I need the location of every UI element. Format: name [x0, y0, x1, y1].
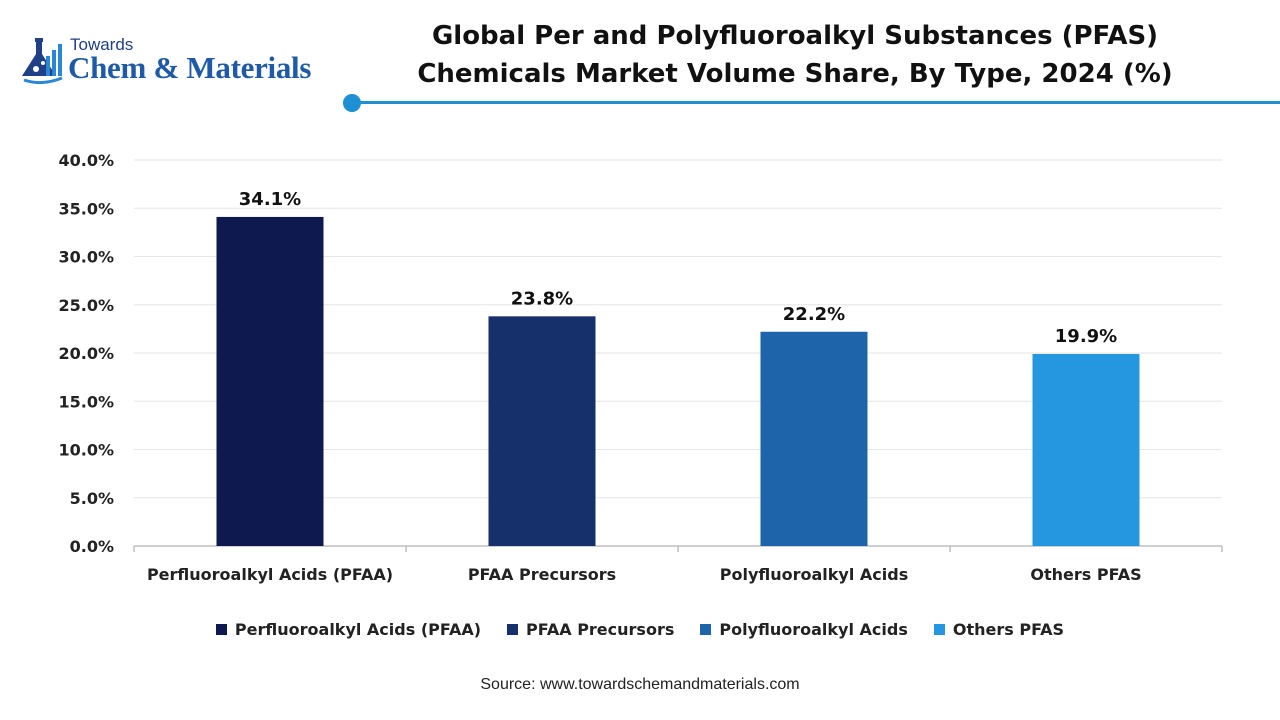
legend-swatch [700, 624, 712, 635]
chart-title: Global Per and Polyfluoroalkyl Substance… [380, 17, 1210, 93]
x-tick-label: Polyfluoroalkyl Acids [720, 565, 909, 584]
legend-swatch [507, 624, 519, 635]
y-tick-label: 35.0% [58, 199, 114, 218]
bar-value-label: 23.8% [511, 288, 573, 309]
legend-item: Perfluoroalkyl Acids (PFAA) [215, 620, 482, 639]
bar [216, 216, 324, 546]
logo-top-text: Towards [70, 35, 134, 54]
legend-swatch [933, 624, 945, 635]
source-text: Source: www.towardschemandmaterials.com [480, 676, 800, 693]
y-tick-label: 30.0% [58, 248, 114, 267]
x-tick-label: Perfluoroalkyl Acids (PFAA) [147, 565, 393, 584]
chart-title-line-2: Chemicals Market Volume Share, By Type, … [417, 59, 1173, 89]
legend-item: Polyfluoroalkyl Acids [700, 620, 908, 639]
logo: Towards Chem & Materials [22, 34, 342, 90]
flask-logo-icon [22, 38, 63, 84]
title-divider-dot [343, 94, 361, 112]
legend-item: Others PFAS [933, 620, 1065, 639]
bar [488, 316, 596, 546]
chart-legend: Perfluoroalkyl Acids (PFAA) PFAA Precurso… [0, 620, 1280, 639]
bar-chart: 0.0% 5.0% 10.0% 15.0% 20.0% 25.0% 30.0% 35.0% 40… [58, 151, 1223, 584]
bar-value-label: 22.2% [783, 304, 845, 325]
legend-label: Others PFAS [952, 620, 1065, 639]
bar-value-label: 19.9% [1055, 326, 1117, 347]
bar [1032, 353, 1140, 546]
y-tick-label: 15.0% [58, 392, 114, 411]
legend-label: Polyfluoroalkyl Acids [719, 620, 908, 639]
chart-title-line-1: Global Per and Polyfluoroalkyl Substance… [431, 21, 1159, 51]
y-tick-label: 10.0% [58, 441, 114, 460]
bar [760, 331, 868, 546]
x-tick-label: Others PFAS [1030, 565, 1141, 584]
title-divider-line [360, 101, 1280, 104]
y-tick-label: 20.0% [58, 344, 114, 363]
y-tick-label: 40.0% [58, 151, 114, 170]
y-tick-label: 5.0% [70, 489, 114, 508]
legend-label: Perfluoroalkyl Acids (PFAA) [234, 620, 482, 639]
legend-item: PFAA Precursors [507, 620, 674, 639]
y-tick-label: 0.0% [70, 537, 114, 556]
y-tick-label: 25.0% [58, 296, 114, 315]
legend-label: PFAA Precursors [526, 620, 675, 639]
legend-swatch [215, 624, 227, 635]
bar-value-label: 34.1% [239, 189, 301, 210]
x-tick-label: PFAA Precursors [468, 565, 616, 584]
logo-brand-text: Chem & Materials [68, 50, 312, 85]
